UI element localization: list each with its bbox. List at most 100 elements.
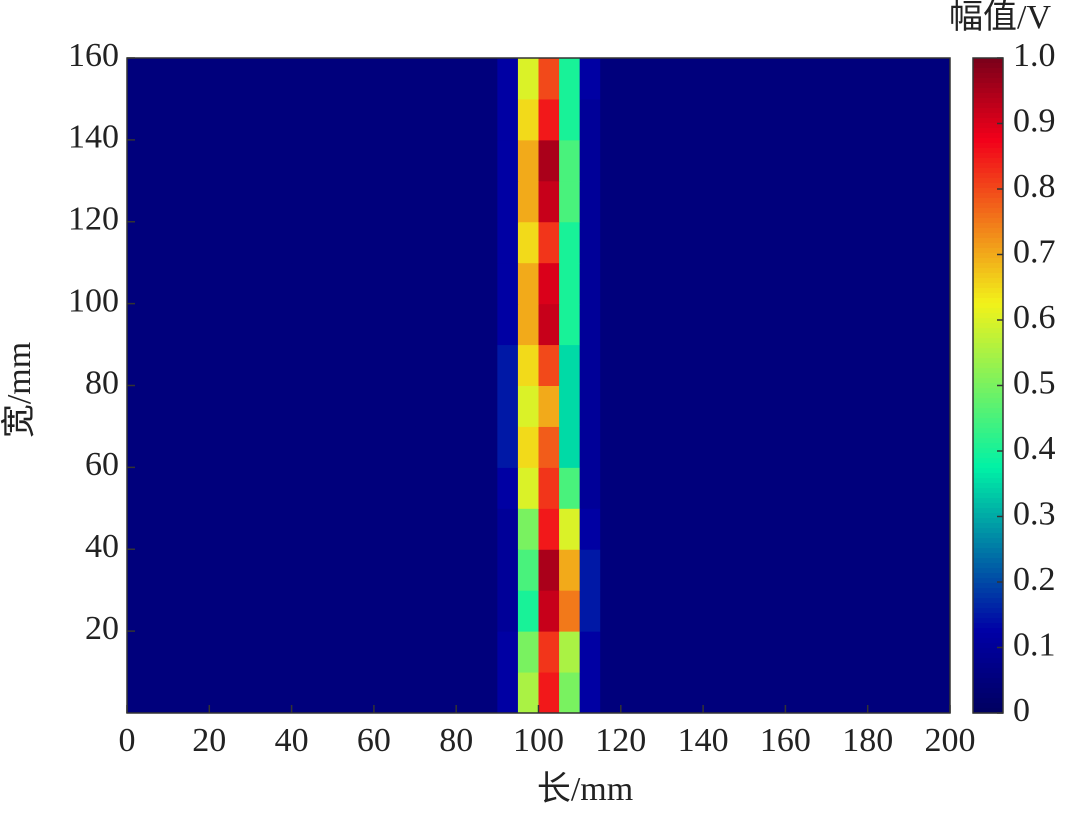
heatmap-cell [517,672,539,714]
colorbar-tick-label: 0.2 [1013,561,1056,598]
colorbar-segment [973,118,1003,124]
heatmap-cell [497,98,519,141]
heatmap-cell [867,58,889,100]
heatmap-cell [620,221,642,264]
heatmap-cell [682,631,704,673]
x-tick-label: 40 [275,722,309,759]
heatmap-cell [620,631,642,673]
colorbar-segment [973,298,1003,304]
heatmap-cell [147,180,169,223]
heatmap-cell [744,139,766,182]
heatmap-cell [209,98,231,141]
heatmap-cell [394,672,416,714]
heatmap-cell [867,549,889,591]
heatmap-cell [929,590,951,632]
heatmap-cell [291,98,313,141]
heatmap-cell [764,672,786,714]
heatmap-cell [271,344,293,386]
heatmap-cell [661,221,684,264]
colorbar-segment [973,613,1003,619]
colorbar-tick-label: 0 [1013,692,1030,729]
heatmap-cell [620,508,642,550]
heatmap-cell [394,467,416,509]
heatmap-cell [908,180,930,223]
heatmap-cell [888,58,910,100]
heatmap-cell [661,426,684,468]
heatmap-cell [456,631,478,673]
heatmap-cell [271,180,293,223]
heatmap-cell [229,221,251,264]
heatmap-cell [661,631,684,673]
colorbar-segment [973,438,1003,444]
heatmap-cell [620,262,642,305]
colorbar-segment [973,693,1003,699]
heatmap-cell [744,262,766,305]
heatmap-cell [764,549,786,591]
heatmap-cell [600,344,622,386]
colorbar-segment [973,653,1003,659]
heatmap-cell [723,590,745,632]
heatmap-cell [435,344,457,386]
heatmap-cell [209,303,231,346]
heatmap-cell [908,385,930,427]
heatmap-cell [929,303,951,346]
heatmap-cell [764,467,786,509]
heatmap-cell [497,58,519,100]
colorbar-segment [973,278,1003,284]
heatmap-cell [847,467,869,509]
heatmap-cell [476,385,498,427]
heatmap-cell [620,549,642,591]
heatmap-cell [641,303,663,346]
heatmap-cell [147,303,169,346]
heatmap-cell [312,508,334,550]
heatmap-cell [394,58,416,100]
heatmap-cell [271,672,293,714]
colorbar-segment [973,503,1003,509]
heatmap-cell [456,344,478,386]
heatmap-cell [785,221,807,264]
heatmap-cell [867,98,889,141]
colorbar-segment [973,153,1003,159]
heatmap-cell [600,549,622,591]
colorbar-segment [973,458,1003,464]
heatmap-cell [497,344,519,386]
colorbar-segment [973,413,1003,419]
heatmap-cell [579,672,601,714]
heatmap-cell [373,303,395,346]
colorbar-segment [973,523,1003,529]
colorbar-segment [973,103,1003,109]
heatmap-cell [271,508,293,550]
heatmap-cell [579,221,601,264]
heatmap-cell [785,631,807,673]
heatmap-cell [785,180,807,223]
heatmap-cell [476,262,498,305]
colorbar-segment [973,373,1003,379]
heatmap-cell [826,180,848,223]
heatmap-cell [723,98,745,141]
heatmap-cell [291,303,313,346]
colorbar-segment [973,633,1003,639]
heatmap-cell [188,467,210,509]
y-tick-label: 100 [68,282,119,319]
heatmap-cell [517,139,539,182]
heatmap-cell [517,549,539,591]
heatmap-cell [764,262,786,305]
colorbar-tick-label: 0.1 [1013,626,1056,663]
heatmap-cell [805,631,828,673]
heatmap-cell [250,344,272,386]
heatmap-cell [209,508,231,550]
heatmap-cell [373,221,395,264]
heatmap-cell [826,58,848,100]
colorbar-segment [973,388,1003,394]
heatmap-cell [579,262,601,305]
heatmap-cell [826,631,848,673]
heatmap-cell [435,221,457,264]
heatmap-cell [476,631,498,673]
heatmap-cell [723,549,745,591]
colorbar-segment [973,563,1003,569]
x-tick-label: 60 [357,722,391,759]
colorbar-segment [973,318,1003,324]
heatmap-cell [250,590,272,632]
colorbar-segment [973,493,1003,499]
heatmap-cell [805,672,828,714]
